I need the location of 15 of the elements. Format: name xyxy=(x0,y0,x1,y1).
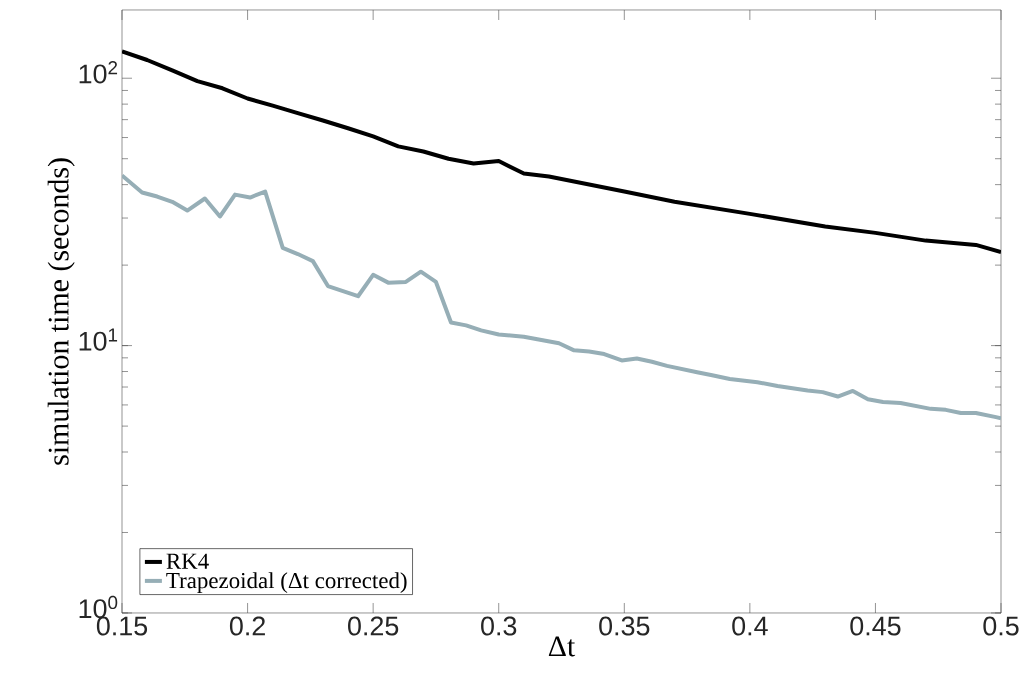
x-tick-label: 0.2 xyxy=(229,616,265,636)
y-axis-title: simulation time (seconds) xyxy=(47,158,75,465)
y-tick-label: 10$^{1}$ xyxy=(79,328,118,351)
x-axis-title: Δt xyxy=(548,636,576,657)
x-tick-label: 0.3 xyxy=(481,616,517,636)
legend-label: Trapezoidal (Δt corrected) xyxy=(166,572,407,593)
x-tick-label: 0.4 xyxy=(732,616,768,636)
y-tick-label: 10$^{0}$ xyxy=(79,595,118,619)
y-tick-label: 10$^{2}$ xyxy=(79,61,118,84)
legend-label: RK4 xyxy=(166,553,209,569)
x-tick-label: 0.5 xyxy=(983,616,1019,636)
x-tick-label: 0.35 xyxy=(599,616,650,636)
x-tick-label: 0.25 xyxy=(348,616,399,636)
x-tick-label: 0.45 xyxy=(850,616,901,636)
x-tick-label: 0.15 xyxy=(96,616,148,636)
